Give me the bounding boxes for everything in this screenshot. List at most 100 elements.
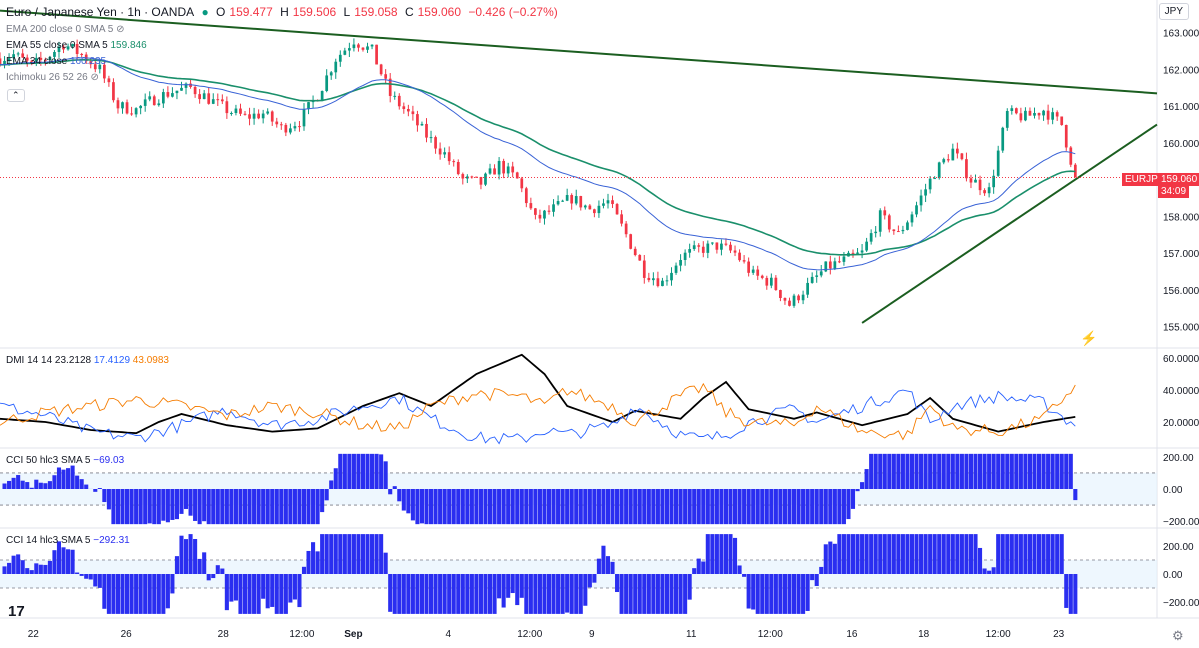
cci14-bar [732, 537, 738, 574]
candle-body [828, 261, 832, 269]
candle-body [806, 282, 809, 295]
candle-body [665, 280, 669, 282]
cci14-bar [75, 572, 80, 574]
trendline-support [861, 123, 1158, 324]
cci14-bar [882, 534, 887, 574]
candle-body [420, 123, 424, 126]
cci14-bar [202, 552, 207, 574]
cci50-bar [683, 489, 688, 525]
cci50-bar [832, 489, 837, 525]
ema55-legend[interactable]: EMA 55 close 0 SMA 5 159.846 [6, 40, 147, 51]
candle-body [384, 74, 388, 79]
symbol-title[interactable]: Euro / Japanese Yen · 1h · OANDA [6, 5, 195, 19]
candle-body [552, 204, 555, 212]
cci50-bar [179, 489, 184, 514]
cci50-bar [592, 489, 597, 525]
candle-body [7, 58, 11, 61]
candle-body [579, 196, 583, 208]
candle-body [593, 209, 596, 214]
lightning-icon[interactable]: ⚡ [1080, 330, 1098, 346]
candle-body [334, 61, 338, 73]
eye-hidden-icon[interactable]: ⊘ [116, 24, 125, 35]
candle-body [80, 53, 84, 55]
cci50-bar [560, 489, 565, 525]
candle-body [624, 223, 628, 235]
cci14-bar [723, 534, 729, 574]
cci50-band [0, 472, 1157, 506]
cci50-bar [456, 489, 461, 525]
cci14-bar [664, 574, 670, 614]
candle-body [774, 277, 778, 291]
candle-body [502, 160, 505, 174]
cci14-bar [320, 534, 325, 574]
tradingview-logo-icon[interactable]: 17 [8, 603, 25, 620]
candle-body [733, 250, 737, 253]
ema34-legend[interactable]: EMA 34 close 160.235 [6, 56, 106, 67]
cci50-bar [134, 489, 139, 525]
candle-body [1019, 113, 1023, 121]
cci14-bar [174, 556, 179, 574]
cci14-bar [497, 574, 502, 599]
candle-body [946, 159, 950, 161]
cci50-bar [320, 489, 325, 513]
cci14-bar [610, 561, 615, 574]
cci50-bar [569, 489, 574, 525]
candle-body [348, 48, 351, 51]
candle-body [910, 214, 914, 223]
candle-body [597, 205, 601, 214]
cci14-bar [946, 534, 951, 574]
cci14-bar [950, 534, 955, 574]
cci14-bar [973, 534, 978, 574]
cci14-bar [982, 568, 987, 574]
cci14-bar [928, 534, 933, 574]
cci14-legend[interactable]: CCI 14 hlc3 SMA 5 −292.31 [6, 535, 130, 546]
cci14-bar [782, 574, 787, 614]
cci14-bar [778, 574, 783, 614]
cci50-bar [410, 489, 415, 521]
candle-body [329, 72, 333, 76]
cci50-bar [828, 489, 833, 525]
eye-hidden-icon[interactable]: ⊘ [90, 72, 99, 83]
ema200-legend[interactable]: EMA 200 close 0 SMA 5 ⊘ [6, 24, 124, 35]
candle-body [239, 108, 242, 114]
cci50-bar [787, 489, 792, 525]
candle-body [1046, 110, 1050, 120]
cci14-bar [710, 534, 715, 574]
cci50-bar [120, 489, 125, 525]
candle-body [1037, 112, 1041, 116]
cci50-bar [279, 489, 284, 525]
collapse-legend-button[interactable]: ⌃ [7, 89, 25, 102]
candle-body [742, 260, 746, 262]
candle-body [57, 46, 61, 52]
cci50-bar [38, 482, 43, 489]
cci14-bar [1027, 534, 1032, 574]
cci14-bar [1050, 534, 1055, 574]
cci14-bar [34, 563, 39, 574]
ichimoku-legend[interactable]: Ichimoku 26 52 26 ⊘ [6, 72, 99, 83]
cci14-bar [596, 558, 601, 574]
cci14-bar [1018, 534, 1023, 574]
candle-body [379, 64, 383, 75]
cci14-bar [837, 534, 842, 574]
cci50-bar [47, 481, 52, 489]
cci14-bar [483, 574, 488, 614]
cci14-bar [120, 574, 125, 614]
cci50-bar [138, 489, 143, 525]
candle-body [951, 148, 955, 161]
candle-body [978, 179, 982, 191]
currency-button[interactable]: JPY [1158, 3, 1189, 20]
candle-body [1024, 110, 1027, 121]
candle-body [965, 159, 968, 179]
cci50-bar [533, 489, 538, 525]
candle-body [652, 278, 655, 281]
dmi-legend[interactable]: DMI 14 14 23.2128 17.4129 43.0983 [6, 355, 169, 366]
candle-body [62, 46, 65, 50]
cci14-bar [655, 574, 660, 614]
settings-gear-icon[interactable]: ⚙ [1172, 628, 1184, 643]
open-value: 159.477 [229, 5, 273, 19]
candle-body [48, 56, 52, 61]
cci50-legend[interactable]: CCI 50 hlc3 SMA 5 −69.03 [6, 455, 124, 466]
cci14-bar [478, 574, 483, 614]
cci50-bar [274, 489, 279, 525]
